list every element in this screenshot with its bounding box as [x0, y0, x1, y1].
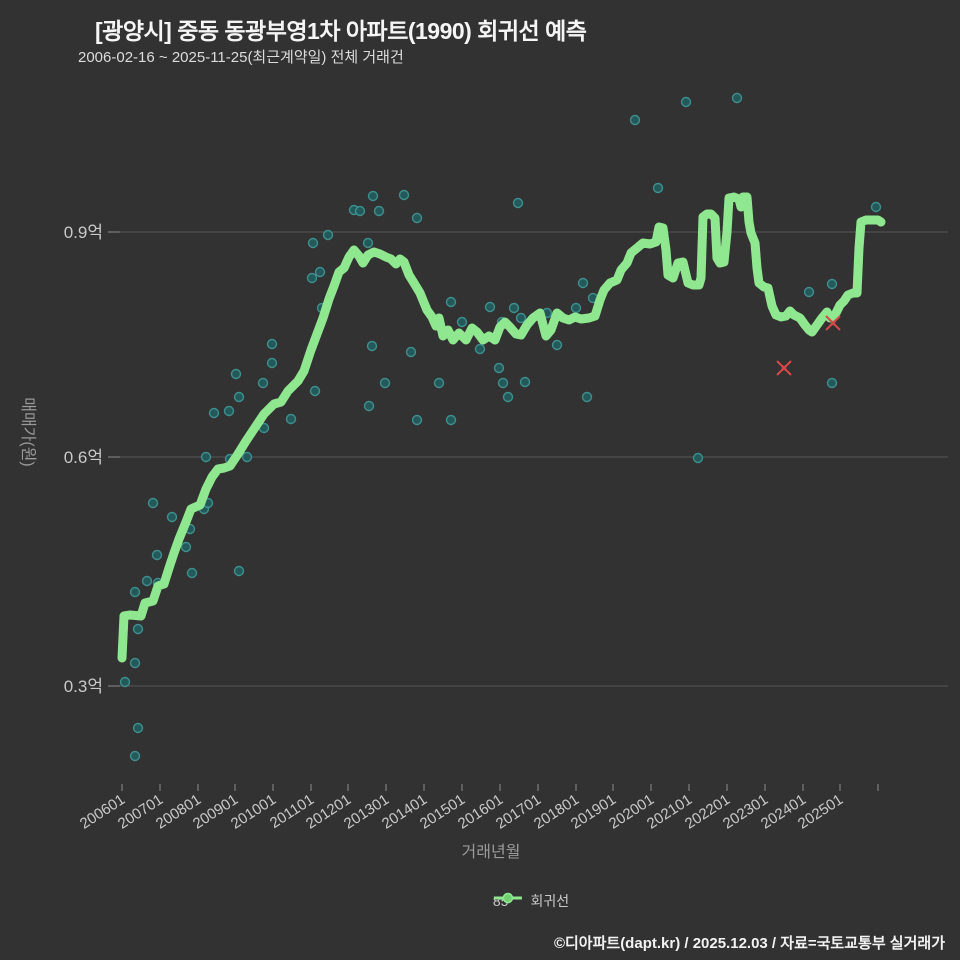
- scatter-point: [508, 302, 520, 314]
- scatter-point: [493, 362, 505, 374]
- scatter-point: [132, 722, 144, 734]
- page-subtitle: 2006-02-16 ~ 2025-11-25(최근계약일) 전체 거래건: [78, 49, 404, 66]
- legend-marker-icon: [493, 892, 522, 904]
- scatter-point: [306, 272, 318, 284]
- scatter-point: [132, 623, 144, 635]
- scatter-point: [570, 302, 582, 314]
- scatter-point: [362, 237, 374, 249]
- scatter-point: [208, 407, 220, 419]
- scatter-point: [180, 541, 192, 553]
- scatter-point: [230, 368, 242, 380]
- scatter-point: [379, 377, 391, 389]
- scatter-point: [456, 316, 468, 328]
- scatter-point: [803, 286, 815, 298]
- scatter-point: [223, 405, 235, 417]
- scatter-point: [363, 400, 375, 412]
- scatter-point: [322, 229, 334, 241]
- scatter-point: [166, 511, 178, 523]
- scatter-point: [652, 182, 664, 194]
- scatter-point: [577, 277, 589, 289]
- scatter-point: [398, 189, 410, 201]
- scatter-point: [515, 312, 527, 324]
- scatter-point: [502, 391, 514, 403]
- scatter-point: [129, 586, 141, 598]
- scatter-point: [474, 343, 486, 355]
- scatter-point: [411, 414, 423, 426]
- scatter-point: [826, 278, 838, 290]
- scatter-point: [200, 451, 212, 463]
- legend-item-regression[interactable]: 회귀선: [493, 891, 570, 911]
- legend: 85 회귀선: [493, 891, 569, 911]
- scatter-point: [186, 567, 198, 579]
- footer-credit: ©디아파트(dapt.kr) / 2025.12.03 / 자료=국토교통부 실…: [553, 935, 945, 952]
- y-tick-label: 0.9억: [64, 223, 103, 242]
- scatter-point: [484, 301, 496, 313]
- scatter-point: [367, 190, 379, 202]
- scatter-point: [257, 377, 269, 389]
- scatter-point: [266, 357, 278, 369]
- scatter-point: [680, 96, 692, 108]
- canceled-x-center: [781, 365, 787, 371]
- scatter-point: [241, 451, 253, 463]
- scatter-point: [433, 377, 445, 389]
- scatter-point: [147, 497, 159, 509]
- scatter-point: [266, 338, 278, 350]
- scatter-point: [354, 205, 366, 217]
- scatter-point: [497, 377, 509, 389]
- scatter-point: [445, 414, 457, 426]
- x-axis-title: 거래년월: [461, 844, 521, 861]
- scatter-point: [731, 92, 743, 104]
- scatter-point: [870, 201, 882, 213]
- scatter-point: [233, 391, 245, 403]
- scatter-point: [512, 197, 524, 209]
- scatter-point: [141, 575, 153, 587]
- regression-line: [117, 192, 886, 663]
- scatter-point: [285, 413, 297, 425]
- scatter-point: [551, 339, 563, 351]
- scatter-point: [405, 346, 417, 358]
- legend-label: 회귀선: [530, 893, 570, 909]
- canceled-x-center: [830, 320, 836, 326]
- scatter-point: [307, 237, 319, 249]
- page-title: [광양시] 중동 동광부영1차 아파트(1990) 회귀선 예측: [95, 18, 587, 44]
- scatter-point: [119, 676, 131, 688]
- scatter-point: [129, 750, 141, 762]
- y-tick-label: 0.3억: [64, 677, 103, 696]
- y-tick-label: 0.6억: [64, 448, 103, 467]
- scatter-point: [373, 205, 385, 217]
- scatter-point: [129, 657, 141, 669]
- scatter-point: [519, 376, 531, 388]
- scatter-point: [581, 391, 593, 403]
- scatter-point: [629, 114, 641, 126]
- scatter-point: [314, 266, 326, 278]
- scatter-point: [411, 212, 423, 224]
- scatter-point: [309, 385, 321, 397]
- scatter-point: [151, 549, 163, 561]
- scatter-point: [692, 452, 704, 464]
- scatter-point: [826, 377, 838, 389]
- scatter-point: [366, 340, 378, 352]
- scatter-point: [445, 296, 457, 308]
- scatter-point: [233, 565, 245, 577]
